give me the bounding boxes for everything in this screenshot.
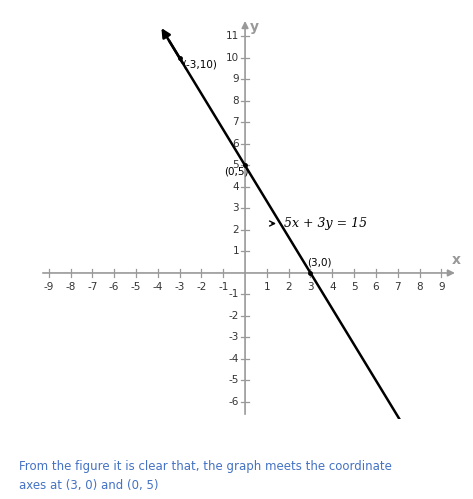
Text: From the figure it is clear that, the graph meets the coordinate
axes at (3, 0) : From the figure it is clear that, the gr… bbox=[19, 460, 392, 492]
Text: 8: 8 bbox=[232, 96, 239, 106]
Text: 1: 1 bbox=[263, 282, 270, 292]
Text: 5: 5 bbox=[351, 282, 358, 292]
Text: -9: -9 bbox=[44, 282, 54, 292]
Text: -7: -7 bbox=[87, 282, 97, 292]
Text: 6: 6 bbox=[373, 282, 379, 292]
Text: 1: 1 bbox=[232, 247, 239, 256]
Text: -2: -2 bbox=[196, 282, 207, 292]
Text: (-3,10): (-3,10) bbox=[182, 60, 217, 70]
Text: 3: 3 bbox=[232, 204, 239, 214]
Text: 2: 2 bbox=[285, 282, 292, 292]
Text: 11: 11 bbox=[226, 31, 239, 41]
Text: -5: -5 bbox=[228, 375, 239, 385]
Text: 2: 2 bbox=[232, 225, 239, 235]
Text: 7: 7 bbox=[232, 117, 239, 127]
Text: 9: 9 bbox=[438, 282, 445, 292]
Text: y: y bbox=[250, 20, 259, 34]
Text: 10: 10 bbox=[226, 53, 239, 63]
Text: 6: 6 bbox=[232, 139, 239, 149]
Text: (0,5): (0,5) bbox=[224, 166, 249, 176]
Text: -6: -6 bbox=[228, 397, 239, 407]
Text: -1: -1 bbox=[218, 282, 228, 292]
Text: 8: 8 bbox=[416, 282, 423, 292]
Text: x: x bbox=[452, 253, 461, 267]
Text: -4: -4 bbox=[153, 282, 163, 292]
Text: 3: 3 bbox=[307, 282, 314, 292]
Text: 4: 4 bbox=[329, 282, 336, 292]
Text: 5: 5 bbox=[232, 161, 239, 171]
Text: -3: -3 bbox=[175, 282, 185, 292]
Text: 7: 7 bbox=[394, 282, 401, 292]
Text: -8: -8 bbox=[65, 282, 76, 292]
Text: -4: -4 bbox=[228, 354, 239, 364]
Text: -2: -2 bbox=[228, 311, 239, 321]
Text: -1: -1 bbox=[228, 289, 239, 299]
Text: -3: -3 bbox=[228, 332, 239, 342]
Text: 4: 4 bbox=[232, 182, 239, 192]
Text: -5: -5 bbox=[131, 282, 141, 292]
Text: 5x + 3y = 15: 5x + 3y = 15 bbox=[284, 217, 368, 230]
Text: 9: 9 bbox=[232, 74, 239, 84]
Text: -6: -6 bbox=[109, 282, 119, 292]
Text: (3,0): (3,0) bbox=[307, 257, 332, 267]
